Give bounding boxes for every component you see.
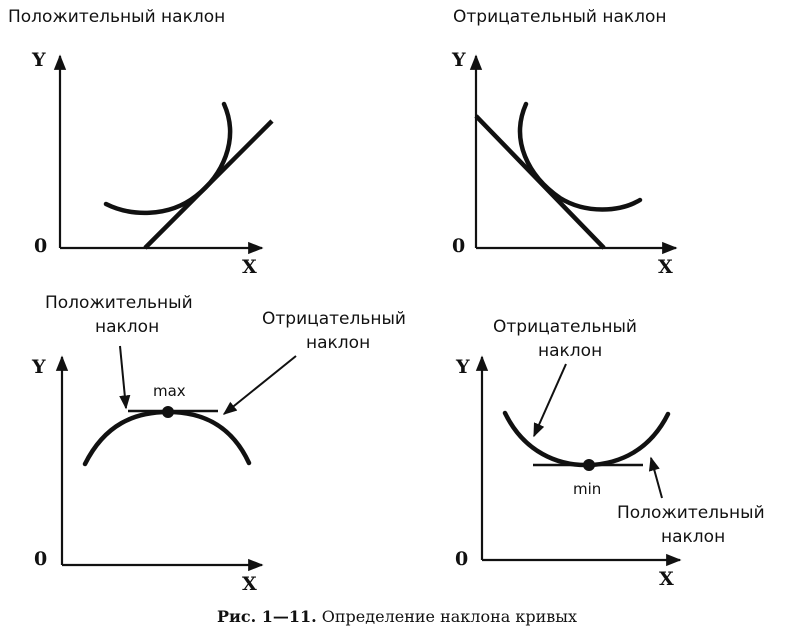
pointer-arrow-right <box>222 355 297 415</box>
y-axis-label: Y <box>31 356 46 378</box>
origin-label: 0 <box>452 235 465 257</box>
panel-maximum: Положительный наклон Отрицательный накло… <box>31 293 406 595</box>
panel-minimum: Отрицательный наклон Y X 0 min Положител… <box>455 317 765 590</box>
convex-curve <box>502 410 671 468</box>
left-note-line-1: Положительный <box>45 293 193 313</box>
pointer-arrow-left <box>119 345 131 410</box>
panel-title: Положительный наклон <box>8 7 225 27</box>
y-axis-label: Y <box>455 356 470 378</box>
tangent-line <box>143 119 274 250</box>
origin-label: 0 <box>34 235 47 257</box>
point-label: min <box>573 480 601 498</box>
y-axis-label: Y <box>31 49 46 71</box>
right-note-line-1: Отрицательный <box>262 309 406 329</box>
top-note-line-1: Отрицательный <box>493 317 637 337</box>
bottom-note-line-1: Положительный <box>617 503 765 523</box>
panel-positive-slope: Положительный наклон Y X 0 <box>8 7 274 278</box>
panel-title: Отрицательный наклон <box>453 7 667 27</box>
left-note-line-2: наклон <box>95 317 159 337</box>
concave-curve <box>82 409 252 467</box>
x-axis-label: X <box>659 568 674 590</box>
pointer-arrow-top <box>533 363 567 438</box>
x-axis-label: X <box>242 573 257 595</box>
pointer-arrow-bottom <box>648 456 663 499</box>
figure-caption: Рис. 1—11. Определение наклона кривых <box>217 607 577 626</box>
convex-curve <box>103 101 233 216</box>
maximum-point <box>162 406 174 418</box>
y-axis-label: Y <box>451 49 466 71</box>
right-note-line-2: наклон <box>306 333 370 353</box>
origin-label: 0 <box>34 548 47 570</box>
x-axis-label: X <box>242 256 257 278</box>
caption-text: Определение наклона кривых <box>317 607 577 626</box>
minimum-point <box>583 459 595 471</box>
panel-negative-slope: Отрицательный наклон Y X 0 <box>451 7 678 278</box>
top-note-line-2: наклон <box>538 341 602 361</box>
bottom-note-line-2: наклон <box>661 527 725 547</box>
convex-curve <box>517 101 643 212</box>
origin-label: 0 <box>455 548 468 570</box>
point-label: max <box>153 382 186 400</box>
tangent-line <box>474 114 606 250</box>
x-axis-label: X <box>658 256 673 278</box>
caption-prefix: Рис. 1—11. <box>217 607 317 626</box>
